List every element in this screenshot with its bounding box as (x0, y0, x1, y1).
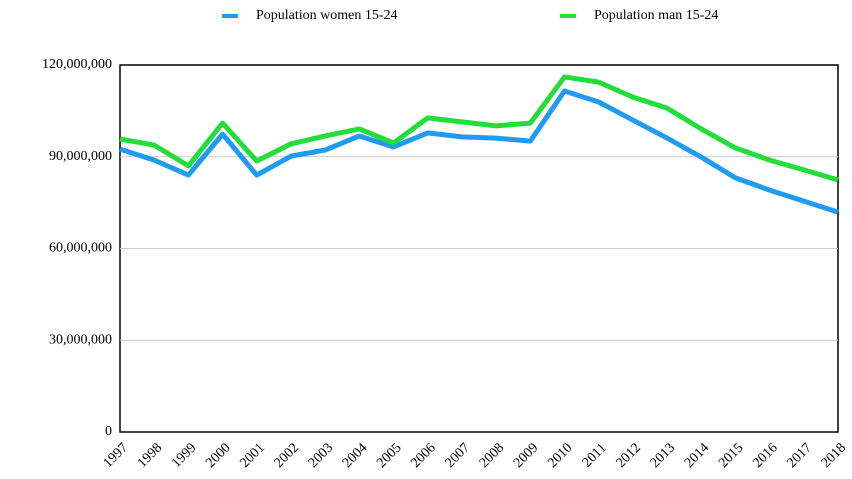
y-tick-label: 60,000,000 (49, 241, 112, 256)
x-tick-label: 2014 (682, 440, 712, 470)
x-tick-label: 2006 (408, 440, 438, 470)
x-tick-label: 1999 (169, 440, 199, 470)
y-tick-label: 30,000,000 (49, 332, 112, 347)
x-tick-label: 2013 (648, 440, 678, 470)
x-tick-label: 2009 (511, 440, 541, 470)
y-tick-label: 90,000,000 (49, 149, 112, 164)
x-tick-label: 2011 (580, 440, 610, 470)
x-tick-label: 2016 (750, 440, 780, 470)
x-tick-label: 1997 (101, 440, 131, 470)
x-tick-label: 2018 (819, 440, 849, 470)
y-tick-label: 120,000,000 (42, 57, 112, 72)
x-tick-label: 2010 (545, 440, 575, 470)
line-series (119, 74, 839, 183)
x-tick-label: 2000 (203, 440, 233, 470)
x-tick-label: 2012 (614, 440, 644, 470)
legend-label: Population women 15-24 (256, 8, 398, 23)
legend-label: Population man 15-24 (594, 8, 718, 23)
x-tick-label: 2007 (443, 440, 473, 470)
x-tick-label: 2015 (716, 440, 746, 470)
x-tick-label: 2004 (340, 440, 370, 470)
line-series (119, 88, 839, 215)
x-tick-label: 1998 (135, 440, 165, 470)
x-tick-label: 2003 (306, 440, 336, 470)
x-tick-label: 2008 (477, 440, 507, 470)
x-tick-label: 2001 (237, 440, 267, 470)
x-tick-label: 2017 (785, 440, 815, 470)
y-tick-label: 0 (105, 424, 112, 439)
x-tick-label: 2005 (374, 440, 404, 470)
x-tick-label: 2002 (272, 440, 302, 470)
